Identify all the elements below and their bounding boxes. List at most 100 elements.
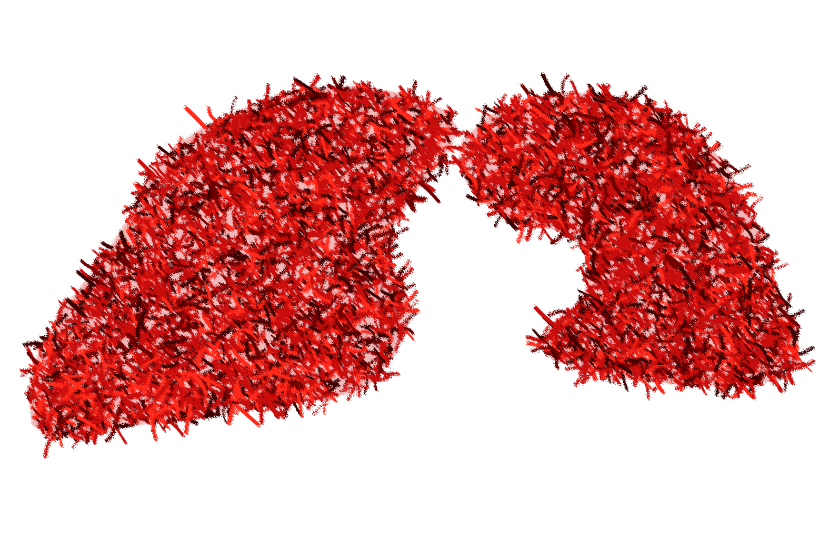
right-lung-vessel-segment: [574, 347, 597, 358]
left-lung-trunk-branch: [267, 365, 278, 379]
left-lung-vessel-segment: [99, 352, 106, 374]
left-lung-vessel-segment: [114, 310, 121, 323]
left-lung-vessel-segment: [360, 385, 369, 389]
left-lung-vessel-segment: [205, 332, 226, 342]
left-lung-vessel-segment: [357, 330, 363, 340]
left-lung-vessel-segment: [378, 91, 388, 96]
left-lung-vessel-segment: [295, 314, 309, 321]
left-lung-vessel-segment: [188, 251, 196, 256]
left-lung-vessel-segment: [84, 328, 94, 340]
left-lung-vessel-segment: [319, 391, 339, 401]
left-lung-vessel-segment: [80, 283, 92, 297]
left-lung-vessel-segment: [163, 358, 181, 364]
left-lung-vessel-segment: [293, 77, 318, 96]
left-lung-vessel-segment: [305, 101, 312, 112]
left-lung-vessel-segment: [294, 224, 307, 236]
left-lung-vessel-segment: [352, 147, 361, 160]
left-lung-vessel-segment: [320, 162, 329, 172]
left-lung-vessel-segment: [344, 222, 350, 238]
left-lung-vessel-segment: [318, 346, 325, 365]
left-lung-vessel-segment: [128, 226, 142, 234]
left-lung-vessel-segment: [141, 308, 147, 331]
left-lung-vessel-segment: [115, 422, 135, 429]
left-lung-vessel-segment: [273, 319, 283, 335]
left-lung-vessel-segment: [155, 283, 163, 291]
left-lung-vessel-segment: [357, 384, 361, 398]
left-lung-vessel-segment: [211, 262, 222, 270]
left-lung-vessel-segment: [354, 371, 361, 384]
left-lung-vessel-segment: [55, 313, 68, 326]
left-lung-vessel-segment: [150, 180, 159, 188]
left-lung-vessel-segment: [135, 242, 144, 253]
left-lung-vessel-segment: [87, 297, 109, 304]
left-lung-vessel-segment: [276, 314, 292, 324]
left-lung-trunk-branch: [181, 371, 205, 378]
left-lung-vessel-segment: [339, 317, 358, 330]
left-lung-trunk-branch: [155, 409, 173, 420]
left-lung-vessel-segment: [281, 319, 298, 332]
left-lung-vessel-segment: [372, 255, 387, 261]
left-lung-vessel-segment: [163, 347, 175, 356]
left-lung-vessel-segment: [308, 398, 317, 407]
left-lung-vessel-segment: [110, 338, 119, 348]
left-lung-vessel-segment: [238, 142, 259, 157]
left-lung-vessel-segment: [156, 167, 172, 180]
left-lung-vessel-segment: [232, 216, 241, 228]
left-lung-vessel-segment: [227, 309, 246, 316]
left-lung-vessel-segment: [252, 131, 266, 139]
left-lung-vessel-segment: [328, 117, 336, 130]
left-lung-vessel-segment: [275, 183, 281, 200]
left-lung-vessel-segment: [428, 130, 435, 140]
left-lung-vessel-segment: [348, 297, 355, 322]
left-lung-vessel-segment: [259, 257, 265, 275]
left-lung-vessel-segment: [281, 108, 290, 118]
left-lung-vessel-segment: [102, 312, 108, 321]
left-lung-trunk-branch: [134, 404, 152, 420]
left-lung-vessel-segment: [369, 177, 376, 195]
left-lung-vessel-segment: [368, 214, 373, 227]
left-lung-vessel-segment: [373, 92, 381, 105]
left-lung-vessel-segment: [406, 299, 419, 313]
left-lung-trunk-branch: [270, 370, 292, 381]
left-lung-vessel-segment: [258, 369, 267, 374]
left-lung-vessel-segment: [159, 317, 166, 328]
left-lung-vessel-segment: [200, 234, 213, 241]
left-lung-vessel-segment: [223, 329, 237, 336]
left-lung-vessel-segment: [248, 272, 255, 286]
left-lung-vessel-segment: [184, 233, 194, 244]
left-lung-vessel-segment: [223, 128, 232, 135]
left-lung-vessel-segment: [119, 369, 124, 379]
left-lung-vessel-segment: [97, 377, 110, 392]
left-lung-vessel-segment: [334, 102, 343, 114]
left-lung-trunk-branch: [126, 362, 145, 379]
left-lung-vessel-segment: [202, 193, 222, 200]
left-lung-vessel-segment: [440, 115, 452, 126]
left-lung-vessel-segment: [386, 180, 402, 188]
left-lung-vessel-segment: [346, 174, 362, 193]
left-lung-vessel-segment: [162, 417, 172, 429]
left-lung-trunk-branch: [102, 390, 125, 396]
left-lung-trunk-branch: [163, 361, 189, 377]
left-lung-vessel-segment: [304, 164, 308, 178]
right-lung-vessel-segment: [627, 374, 640, 381]
left-lung-vessel-segment: [187, 225, 198, 233]
left-lung-vessel-segment: [227, 339, 245, 354]
left-lung-vessel-segment: [198, 320, 202, 332]
left-lung-vessel-segment: [112, 278, 121, 286]
left-lung-vessel-segment: [213, 383, 226, 408]
left-lung-vessel-segment: [150, 161, 164, 166]
left-lung-vessel-segment: [120, 302, 129, 325]
left-lung-vessel-segment: [181, 374, 189, 382]
left-lung-vessel-segment: [242, 190, 260, 209]
left-lung-vessel-segment: [141, 216, 156, 241]
left-lung-vessel-segment: [184, 106, 208, 130]
left-lung-vessel-segment: [248, 182, 260, 204]
left-lung-vessel-segment: [310, 197, 323, 204]
left-lung-vessel-segment: [146, 339, 152, 343]
left-lung-vessel-segment: [234, 408, 240, 415]
left-lung-vessel-segment: [158, 342, 175, 359]
left-lung-vessel-segment: [343, 128, 364, 148]
left-lung-vessel-segment: [389, 252, 403, 259]
left-lung-vessel-segment: [258, 105, 267, 124]
left-lung-vessel-segment: [299, 205, 312, 228]
